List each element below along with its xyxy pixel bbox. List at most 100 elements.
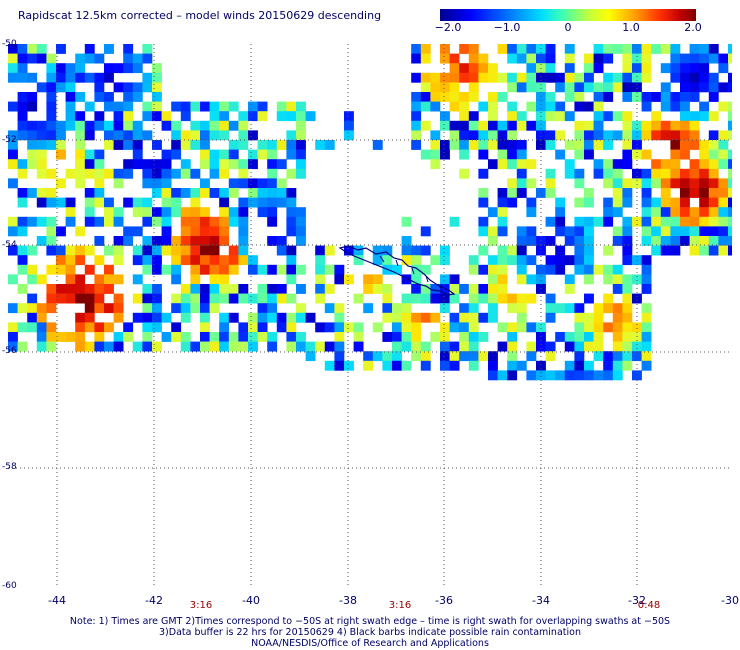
wind-cell [651, 226, 662, 237]
wind-cell [468, 92, 479, 102]
wind-cell [238, 159, 249, 170]
wind-cell [641, 341, 652, 352]
wind-cell [113, 303, 124, 314]
wind-cell [603, 216, 614, 227]
wind-cell [468, 72, 479, 83]
lat-tick-label: -60 [2, 581, 17, 591]
wind-cell [123, 159, 134, 170]
wind-cell [641, 264, 652, 275]
wind-cell [699, 72, 710, 83]
wind-cell [344, 274, 354, 285]
wind-cell [161, 120, 172, 131]
wind-cell [142, 245, 153, 256]
wind-cell [84, 159, 95, 170]
wind-cell [142, 72, 153, 83]
wind-cell [440, 53, 450, 64]
wind-cell [555, 207, 566, 218]
wind-cell [459, 92, 470, 102]
wind-cell [190, 188, 201, 198]
wind-cell [46, 197, 57, 208]
wind-cell [401, 360, 412, 371]
wind-cell [65, 264, 76, 275]
wind-cell [17, 53, 28, 64]
wind-cell [670, 130, 681, 141]
wind-cell [689, 130, 700, 141]
wind-cell [296, 130, 306, 141]
wind-cell [574, 197, 585, 208]
wind-cell [689, 140, 700, 150]
wind-cell [228, 332, 239, 342]
wind-cell [209, 303, 220, 314]
wind-cell [526, 53, 537, 64]
wind-cell [689, 207, 700, 218]
wind-cell [104, 197, 114, 208]
wind-cell [171, 188, 182, 198]
wind-cell [526, 120, 537, 131]
wind-cell [104, 216, 114, 227]
wind-cell [612, 351, 623, 362]
wind-cell [296, 149, 306, 160]
wind-cell [363, 360, 374, 371]
wind-cell [632, 370, 642, 381]
wind-cell [507, 82, 518, 93]
wind-cell [200, 341, 210, 352]
wind-cell [113, 274, 124, 285]
wind-cell [478, 216, 489, 227]
wind-cell [420, 264, 431, 275]
wind-cell [382, 293, 393, 304]
wind-cell [660, 245, 671, 256]
wind-cell [651, 178, 662, 189]
wind-cell [56, 332, 66, 342]
wind-cell [641, 72, 652, 83]
wind-cell [228, 255, 239, 266]
wind-cell [104, 92, 114, 102]
wind-cell [612, 111, 623, 122]
wind-cell [440, 255, 450, 266]
wind-cell [180, 255, 191, 266]
wind-cell [113, 111, 124, 122]
wind-cell [728, 101, 732, 112]
wind-cell [84, 216, 95, 227]
wind-cell [622, 351, 633, 362]
wind-cell [488, 111, 498, 122]
wind-cell [75, 168, 86, 179]
wind-cell [526, 207, 537, 218]
wind-cell [36, 341, 47, 352]
wind-cell [584, 82, 594, 93]
wind-cell [651, 197, 662, 208]
colorbar-tick-label: −1.0 [493, 21, 521, 34]
wind-cell [180, 236, 191, 246]
wind-cell [526, 226, 537, 237]
wind-cell [555, 72, 566, 83]
wind-cell [699, 168, 710, 179]
wind-cell [411, 332, 422, 342]
wind-cell [536, 101, 546, 112]
wind-cell [516, 111, 527, 122]
wind-cell [584, 72, 594, 83]
wind-cell [603, 303, 614, 314]
wind-cell [161, 236, 172, 246]
wind-cell [584, 370, 594, 381]
wind-cell [46, 284, 57, 294]
wind-cell [152, 101, 162, 112]
wind-cell [123, 197, 134, 208]
wind-cell [478, 188, 489, 198]
wind-cell [75, 53, 86, 64]
wind-cell [56, 284, 66, 294]
wind-cell [430, 92, 441, 102]
wind-cell [209, 264, 220, 275]
wind-cell [190, 293, 201, 304]
wind-cell [46, 53, 57, 64]
wind-cell [392, 264, 402, 275]
wind-cell [248, 293, 258, 304]
wind-cell [401, 255, 412, 266]
wind-cell [708, 92, 719, 102]
wind-cell [132, 149, 143, 160]
wind-cell [27, 312, 38, 323]
wind-cell [488, 120, 498, 131]
wind-cell [152, 312, 162, 323]
wind-cell [603, 274, 614, 285]
wind-cell [708, 53, 719, 64]
wind-cell [65, 111, 76, 122]
wind-cell [612, 72, 623, 83]
